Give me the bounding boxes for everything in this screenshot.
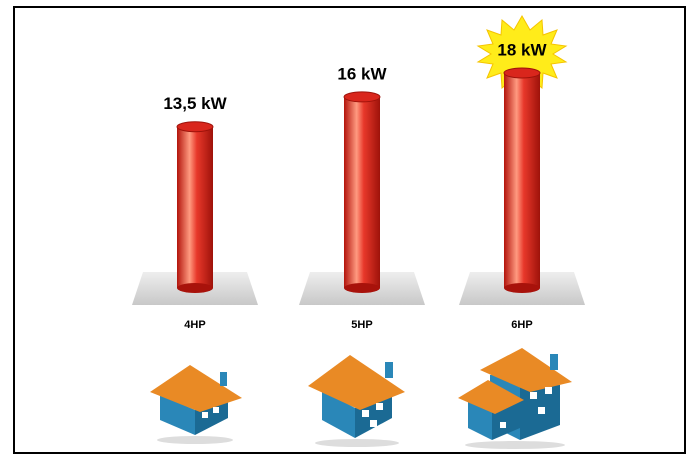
- cylinder-base: [177, 283, 213, 293]
- cylinder-base: [344, 283, 380, 293]
- cylinder: [177, 126, 213, 288]
- cylinder-top: [176, 121, 214, 133]
- category-label: 5HP: [351, 319, 372, 331]
- value-label: 13,5 kW: [163, 94, 227, 113]
- category-label: 4HP: [184, 319, 205, 331]
- cylinder: [504, 73, 540, 288]
- category-label: 6HP: [511, 319, 532, 331]
- value-label: 16 kW: [337, 64, 387, 83]
- cylinder: [344, 96, 380, 288]
- house-small: [150, 365, 242, 444]
- house-medium: [308, 355, 405, 447]
- bars: 13,5 kW 4HP 16 kW 5HP 18 kW 6HP: [132, 40, 585, 331]
- cylinder-top: [503, 67, 541, 79]
- cylinder-top: [343, 91, 381, 103]
- house-large: [458, 348, 572, 449]
- value-label: 18 kW: [497, 40, 547, 59]
- cylinder-base: [504, 283, 540, 293]
